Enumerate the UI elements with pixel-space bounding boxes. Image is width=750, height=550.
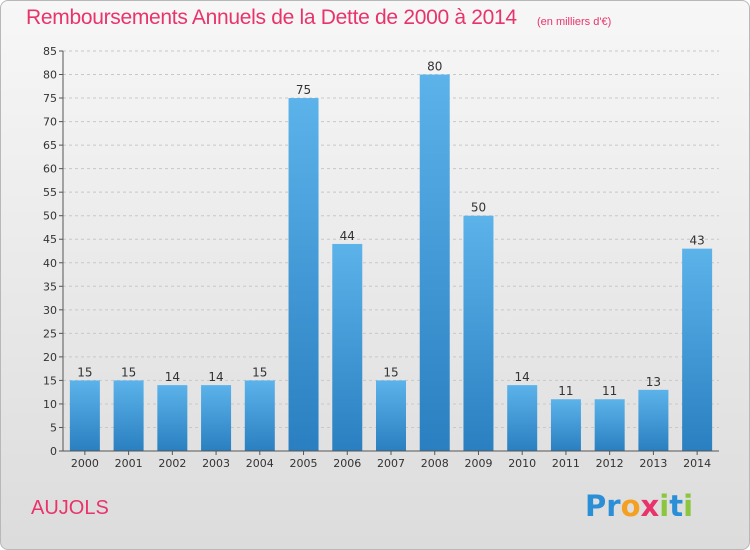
y-tick-label: 55 bbox=[43, 186, 57, 199]
bar-2006 bbox=[332, 243, 363, 451]
data-label-2009: 50 bbox=[471, 201, 486, 215]
x-tick-label: 2002 bbox=[158, 457, 186, 470]
data-label-2014: 43 bbox=[689, 234, 704, 248]
data-labels: 15 15 14 14 15 75 44 15 80 50 14 11 11 13 43 bbox=[77, 60, 705, 399]
data-label-2003: 14 bbox=[208, 370, 223, 384]
logo-letter: i bbox=[683, 489, 694, 523]
commune-name: AUJOLS bbox=[31, 497, 109, 519]
logo-letter: x bbox=[640, 489, 660, 523]
bar-2007 bbox=[376, 380, 406, 451]
x-tick-label: 2004 bbox=[246, 457, 274, 470]
y-tick-label: 35 bbox=[43, 280, 57, 293]
data-label-2012: 11 bbox=[602, 384, 617, 398]
x-tick-label: 2012 bbox=[596, 457, 624, 470]
data-label-2000: 15 bbox=[77, 365, 92, 379]
data-label-2007: 15 bbox=[383, 365, 398, 379]
x-tick-label: 2013 bbox=[639, 457, 667, 470]
bar-2011 bbox=[550, 399, 581, 451]
logo-letter: o bbox=[620, 489, 641, 523]
logo-letter: P bbox=[585, 489, 607, 523]
data-label-2005: 75 bbox=[296, 83, 311, 97]
logo-letter: t bbox=[669, 489, 684, 523]
y-tick-label: 25 bbox=[43, 327, 57, 340]
bar-2004 bbox=[244, 380, 275, 451]
data-label-2008: 80 bbox=[427, 60, 442, 74]
data-label-2013: 13 bbox=[646, 375, 661, 389]
bar-2005 bbox=[288, 98, 319, 451]
x-tick-label: 2003 bbox=[202, 457, 230, 470]
bar-2000 bbox=[69, 380, 100, 451]
y-tick-label: 45 bbox=[43, 233, 57, 246]
x-tick-label: 2008 bbox=[421, 457, 449, 470]
x-tick-label: 2000 bbox=[71, 457, 99, 470]
data-label-2002: 14 bbox=[165, 370, 180, 384]
data-label-2004: 15 bbox=[252, 365, 267, 379]
chart-title: Remboursements Annuels de la Dette de 20… bbox=[26, 6, 517, 29]
data-label-2011: 11 bbox=[558, 384, 573, 398]
bar-2013 bbox=[638, 389, 669, 451]
y-tick-label: 20 bbox=[43, 351, 57, 364]
y-tick-label: 15 bbox=[43, 374, 57, 387]
proxiti-logo[interactable]: Proxiti bbox=[585, 489, 693, 523]
x-tick-label: 2006 bbox=[333, 457, 361, 470]
bar-2001 bbox=[113, 380, 144, 451]
bar-2012 bbox=[594, 399, 625, 451]
y-tick-label: 40 bbox=[43, 257, 57, 270]
x-tick-label: 2001 bbox=[115, 457, 143, 470]
y-tick-label: 85 bbox=[43, 45, 57, 58]
y-tick-label: 75 bbox=[43, 92, 57, 105]
y-tick-label: 70 bbox=[43, 116, 57, 129]
data-label-2006: 44 bbox=[340, 229, 355, 243]
y-tick-label: 65 bbox=[43, 139, 57, 152]
bar-chart: 15 15 14 14 15 75 44 15 80 50 14 11 11 13 43 0 5 10 15 20 2… bbox=[43, 45, 719, 470]
y-tick-label: 0 bbox=[50, 445, 57, 458]
x-tick-label: 2005 bbox=[290, 457, 318, 470]
x-tick-label: 2014 bbox=[683, 457, 711, 470]
axes: 0 5 10 15 20 25 30 35 40 45 50 55 60 65 70 75 80 85 2000 20… bbox=[43, 45, 719, 470]
chart-unit: (en milliers d'€) bbox=[537, 16, 612, 28]
x-tick-label: 2007 bbox=[377, 457, 405, 470]
y-tick-label: 10 bbox=[43, 398, 57, 411]
logo-letter: r bbox=[606, 489, 621, 523]
y-tick-label: 5 bbox=[50, 421, 57, 434]
data-label-2001: 15 bbox=[121, 365, 136, 379]
x-tick-label: 2010 bbox=[508, 457, 536, 470]
y-tick-label: 50 bbox=[43, 210, 57, 223]
y-tick-label: 60 bbox=[43, 163, 57, 176]
logo-letter: i bbox=[659, 489, 670, 523]
bar-2003 bbox=[201, 385, 232, 451]
bar-2010 bbox=[507, 385, 538, 451]
bars bbox=[69, 74, 713, 451]
x-tick-label: 2009 bbox=[464, 457, 492, 470]
x-tick-label: 2011 bbox=[552, 457, 580, 470]
bar-2014 bbox=[682, 248, 713, 451]
bar-2009 bbox=[463, 215, 494, 451]
y-tick-label: 80 bbox=[43, 69, 57, 82]
data-label-2010: 14 bbox=[515, 370, 530, 384]
y-tick-label: 30 bbox=[43, 304, 57, 317]
bar-2008 bbox=[419, 74, 450, 451]
bar-2002 bbox=[157, 385, 188, 451]
